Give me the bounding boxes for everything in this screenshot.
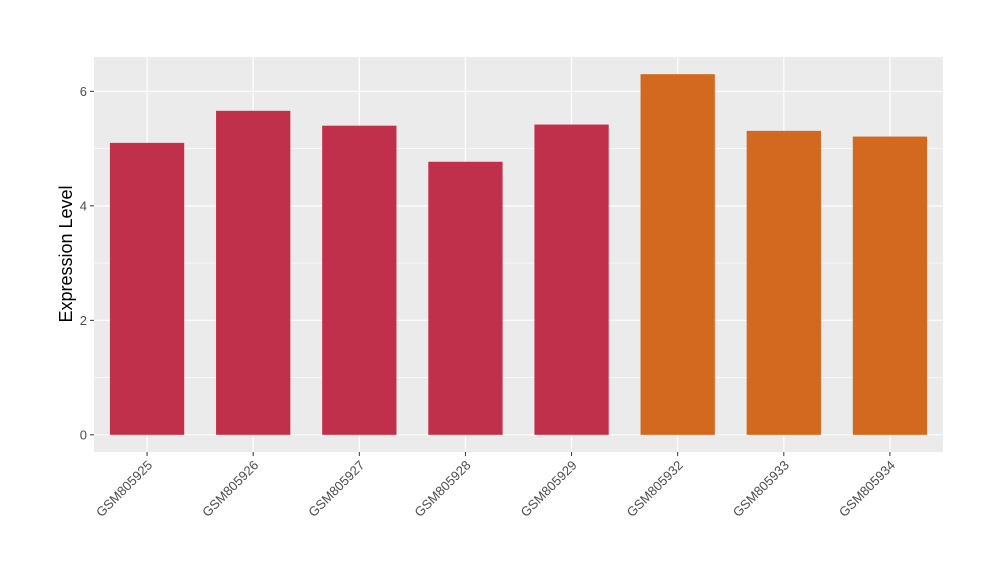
bar-GSM805926	[216, 110, 291, 435]
x-tick-label: GSM805928	[411, 458, 473, 520]
x-tick-label: GSM805925	[93, 458, 155, 520]
y-tick-label: 0	[80, 427, 87, 442]
x-tick-label: GSM805934	[836, 458, 898, 520]
x-tick-label: GSM805932	[624, 458, 686, 520]
x-tick-label: GSM805926	[199, 458, 261, 520]
y-axis-title: Expression Level	[56, 185, 76, 322]
bar-GSM805928	[428, 161, 503, 435]
bar-GSM805925	[109, 142, 185, 435]
bar-GSM805933	[746, 130, 821, 435]
x-tick-label: GSM805933	[730, 458, 792, 520]
bar-GSM805927	[322, 125, 397, 435]
bar-GSM805932	[640, 74, 715, 435]
y-tick-label: 2	[80, 313, 87, 328]
x-axis: GSM805925 GSM805926 GSM805927 GSM805928 GSM8…	[93, 452, 898, 520]
bar-GSM805929	[534, 124, 609, 435]
bars	[109, 74, 928, 435]
x-tick-label: GSM805927	[305, 458, 367, 520]
y-axis: 0 2 4 6	[80, 84, 94, 442]
bar-GSM805934	[852, 136, 928, 435]
y-tick-label: 4	[80, 198, 87, 213]
y-tick-label: 6	[80, 84, 87, 99]
x-tick-label: GSM805929	[517, 458, 579, 520]
